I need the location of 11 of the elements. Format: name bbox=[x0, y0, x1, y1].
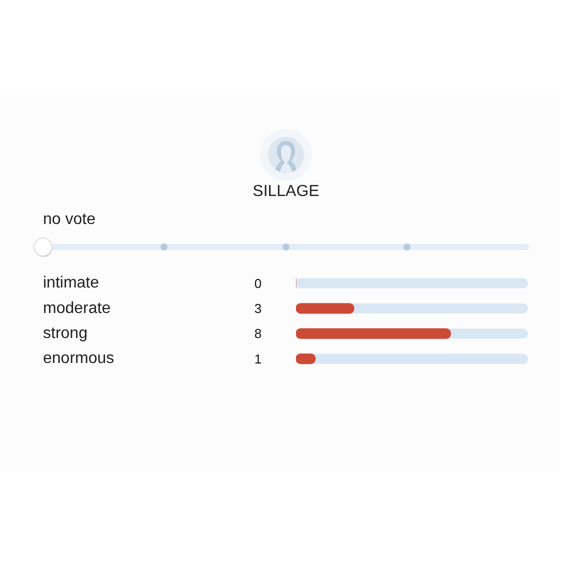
bar bbox=[296, 303, 354, 314]
y-tick-label: moderate bbox=[43, 300, 111, 317]
data-label: 0 bbox=[254, 276, 262, 291]
y-tick-label: enormous bbox=[43, 350, 114, 368]
chart-title: SILLAGE bbox=[252, 182, 320, 202]
text: no vote bbox=[43, 210, 96, 230]
data-label: 8 bbox=[254, 326, 262, 342]
data-label: 1 bbox=[254, 351, 262, 366]
data-label: 3 bbox=[254, 300, 262, 316]
y-tick-label: intimate bbox=[43, 274, 100, 292]
y-tick-label: strong bbox=[43, 325, 88, 342]
